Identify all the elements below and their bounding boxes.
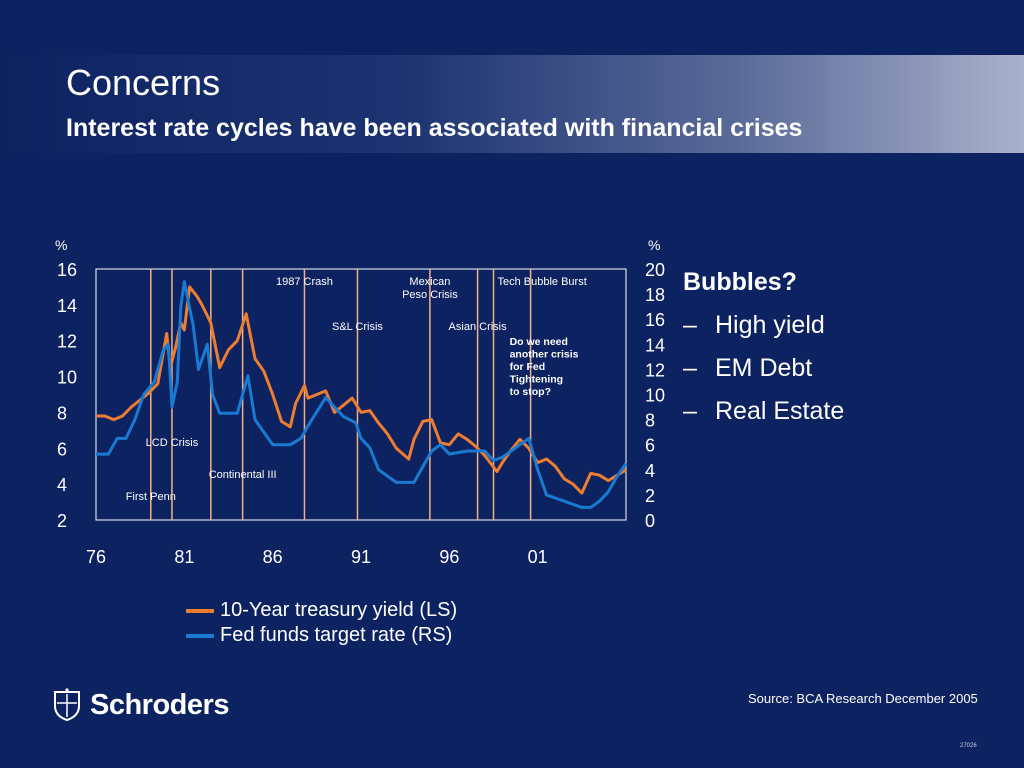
left-tick-label: 16 xyxy=(57,260,77,280)
crisis-label-line: First Penn xyxy=(126,491,176,503)
right-tick-label: 2 xyxy=(645,486,655,506)
header-band xyxy=(0,55,1024,153)
crisis-label-line: Tightening xyxy=(510,374,563,386)
bullet-dash: – xyxy=(683,354,697,382)
crisis-label: First Penn xyxy=(126,491,176,503)
crisis-label: 1987 Crash xyxy=(276,276,333,288)
bullet-text: Real Estate xyxy=(715,397,845,425)
crest-icon xyxy=(54,688,80,722)
left-tick-label: 2 xyxy=(57,511,67,531)
bullet-item-real-estate: – Real Estate xyxy=(683,397,844,426)
source-note: Source: BCA Research December 2005 xyxy=(748,691,978,706)
crisis-label-line: for Fed xyxy=(510,361,546,373)
crisis-label: LCD Crisis xyxy=(146,437,199,449)
crisis-label: Mexican Peso Crisis xyxy=(402,276,458,301)
bullet-dash: – xyxy=(683,397,697,425)
fed-funds-line xyxy=(96,280,628,509)
right-tick-label: 10 xyxy=(645,386,665,406)
schroders-logo: Schroders xyxy=(50,688,229,722)
left-tick-label: 6 xyxy=(57,439,67,459)
bullet-item-em-debt: – EM Debt xyxy=(683,354,844,383)
x-tick-label: 01 xyxy=(528,547,548,567)
crisis-label-line: Tech Bubble Burst xyxy=(498,276,587,288)
crisis-label-line: Do we need xyxy=(510,336,568,348)
crisis-label: Continental III xyxy=(209,469,277,481)
crisis-label: Asian Crisis xyxy=(449,321,508,333)
crisis-label-line: Peso Crisis xyxy=(402,289,458,301)
right-axis-unit: % xyxy=(648,237,660,253)
crisis-label-line: another crisis xyxy=(510,349,579,361)
crisis-label: Tech Bubble Burst xyxy=(498,276,587,288)
crisis-label: S&L Crisis xyxy=(332,321,383,333)
x-tick-label: 91 xyxy=(351,547,371,567)
right-tick-label: 4 xyxy=(645,461,655,481)
bullet-text: High yield xyxy=(715,311,825,339)
right-tick-label: 18 xyxy=(645,285,665,305)
legend-label: 10-Year treasury yield (LS) xyxy=(220,599,458,621)
right-tick-label: 16 xyxy=(645,310,665,330)
x-tick-label: 76 xyxy=(86,547,106,567)
right-tick-label: 20 xyxy=(645,260,665,280)
page-title: Concerns xyxy=(66,62,221,103)
slide-code: 27026 xyxy=(960,743,977,749)
crisis-label-line: LCD Crisis xyxy=(146,437,199,449)
left-tick-label: 4 xyxy=(57,475,67,495)
plot-area xyxy=(95,268,627,521)
left-axis-unit: % xyxy=(55,237,67,253)
right-tick-label: 8 xyxy=(645,411,655,431)
left-tick-label: 10 xyxy=(57,368,77,388)
crisis-label-line: 1987 Crash xyxy=(276,276,333,288)
legend-swatch-treasury xyxy=(186,608,214,613)
crisis-label-line: S&L Crisis xyxy=(332,321,383,333)
bullets-heading: Bubbles? xyxy=(683,268,797,296)
legend-label: Fed funds target rate (RS) xyxy=(220,624,453,646)
left-tick-label: 14 xyxy=(57,296,77,316)
legend-item-fed-funds: Fed funds target rate (RS) xyxy=(186,623,457,648)
right-tick-label: 0 xyxy=(645,511,655,531)
crisis-label: Do we need another crisis for Fed Tightenin… xyxy=(510,336,579,398)
bullets-panel: Bubbles? – High yield – EM Debt – Real Esta… xyxy=(683,268,844,426)
left-tick-label: 8 xyxy=(57,403,67,423)
x-tick-label: 96 xyxy=(439,547,459,567)
right-tick-label: 14 xyxy=(645,335,665,355)
right-tick-label: 12 xyxy=(645,360,665,380)
left-tick-label: 12 xyxy=(57,332,77,352)
logo-wordmark: Schroders xyxy=(90,688,229,721)
legend-swatch-fed-funds xyxy=(186,633,214,638)
x-tick-label: 86 xyxy=(263,547,283,567)
bullet-item-high-yield: – High yield xyxy=(683,311,844,340)
legend-item-treasury: 10-Year treasury yield (LS) xyxy=(186,598,457,623)
chart-legend: 10-Year treasury yield (LS) Fed funds ta… xyxy=(186,598,457,648)
crisis-label-line: Asian Crisis xyxy=(449,321,508,333)
bullet-dash: – xyxy=(683,311,697,339)
crisis-label-line: Continental III xyxy=(209,469,277,481)
right-tick-label: 6 xyxy=(645,436,655,456)
crisis-label-line: to stop? xyxy=(510,386,551,398)
x-tick-label: 81 xyxy=(174,547,194,567)
page-subtitle: Interest rate cycles have been associate… xyxy=(66,114,803,142)
bullet-text: EM Debt xyxy=(715,354,813,382)
crisis-label-line: Mexican xyxy=(409,276,450,288)
